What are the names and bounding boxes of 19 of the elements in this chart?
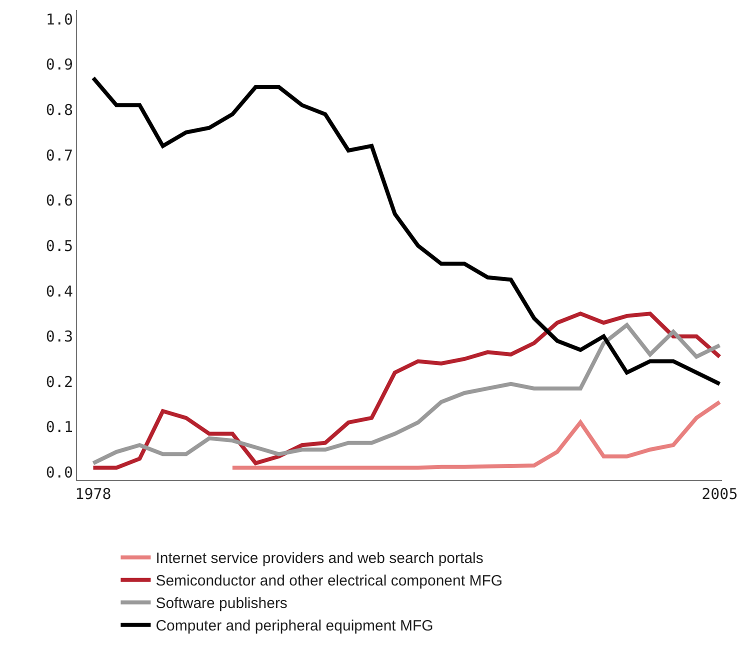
line-series <box>230 400 722 470</box>
line-series <box>91 76 722 386</box>
y-tick-label: 0.2 <box>46 372 73 391</box>
y-tick-label: 0.1 <box>46 418 73 436</box>
y-tick-label: 0.4 <box>46 282 73 300</box>
y-tick-label: 0.9 <box>46 56 73 74</box>
y-tick-label: 0.0 <box>46 464 73 482</box>
x-tick-label: 1978 <box>75 485 112 503</box>
y-tick-label: 0.8 <box>46 100 73 119</box>
y-tick-label: 1.0 <box>46 10 73 28</box>
legend-label: Internet service providers and web search portals <box>156 550 484 568</box>
legend-label: Computer and peripheral equipment MFG <box>156 618 434 635</box>
y-tick-label: 0.3 <box>46 328 73 346</box>
y-tick-label: 0.6 <box>46 192 73 210</box>
x-tick-label: 2005 <box>702 485 738 503</box>
y-tick-label: 0.7 <box>46 146 73 164</box>
legend-label: Software publishers <box>156 595 288 612</box>
legend-label: Semiconductor and other electrical component MFG <box>156 572 503 590</box>
y-tick-label: 0.5 <box>46 236 73 255</box>
